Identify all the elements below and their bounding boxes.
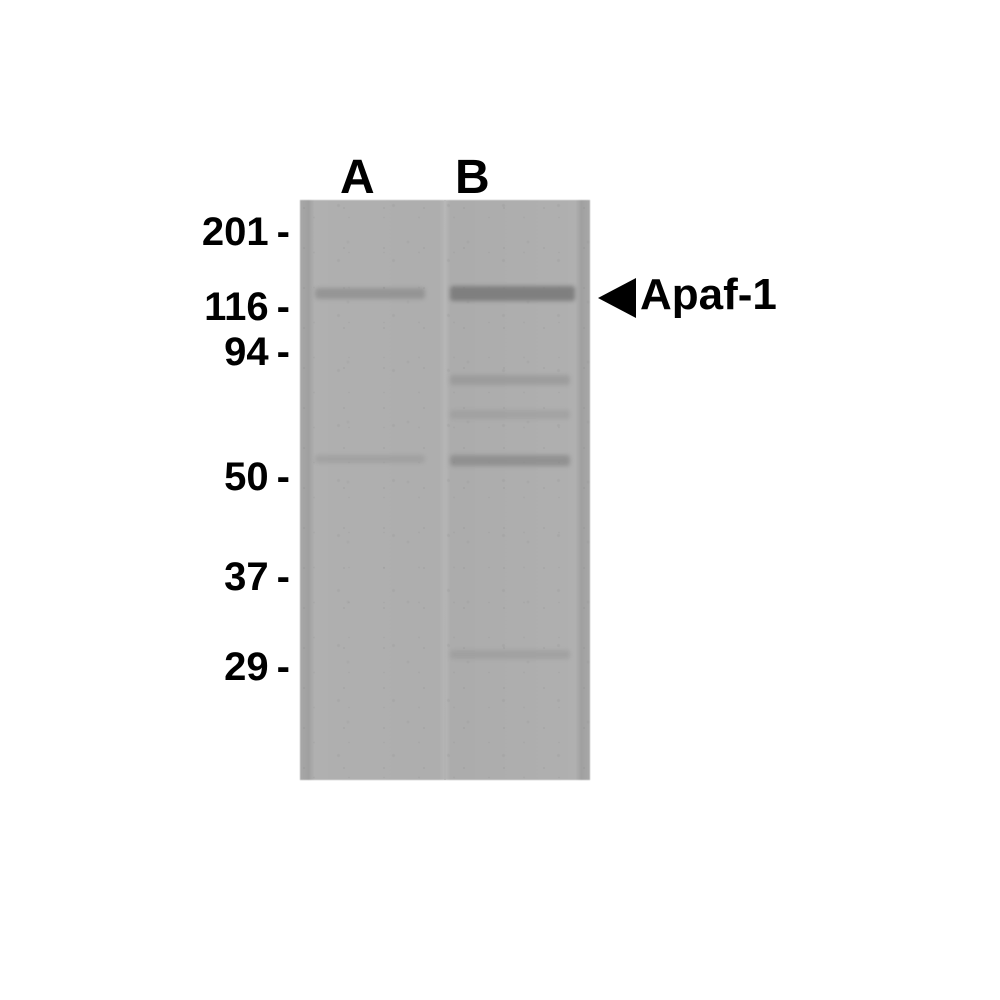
lane-divider [444, 200, 446, 780]
mw-value: 116 [204, 285, 269, 329]
mw-value: 29 [224, 645, 269, 689]
band-B-1 [450, 286, 575, 301]
mw-value: 50 [224, 455, 269, 499]
lane-b-label: B [455, 150, 490, 205]
band-B-3 [450, 375, 570, 385]
mw-marker-50: 50- [170, 455, 290, 500]
mw-tick-icon: - [277, 330, 290, 375]
mw-tick-icon: - [277, 455, 290, 500]
mw-tick-icon: - [277, 555, 290, 600]
mw-tick-icon: - [277, 210, 290, 255]
apaf1-arrow-icon [598, 278, 636, 318]
mw-marker-94: 94- [170, 330, 290, 375]
mw-value: 94 [224, 330, 269, 374]
band-A-0 [315, 288, 425, 299]
mw-value: 37 [224, 555, 269, 599]
mw-value: 201 [202, 210, 269, 254]
lane-a-label: A [340, 150, 375, 205]
mw-marker-37: 37- [170, 555, 290, 600]
band-B-5 [450, 455, 570, 466]
mw-marker-116: 116- [170, 285, 290, 330]
band-B-4 [450, 410, 570, 419]
band-B-6 [450, 650, 570, 659]
band-A-2 [315, 455, 425, 463]
western-blot-figure: A B 201-116-94-50-37-29- Apaf-1 [150, 150, 850, 850]
mw-tick-icon: - [277, 285, 290, 330]
protein-label: Apaf-1 [640, 270, 777, 320]
mw-marker-29: 29- [170, 645, 290, 690]
mw-tick-icon: - [277, 645, 290, 690]
mw-marker-201: 201- [170, 210, 290, 255]
